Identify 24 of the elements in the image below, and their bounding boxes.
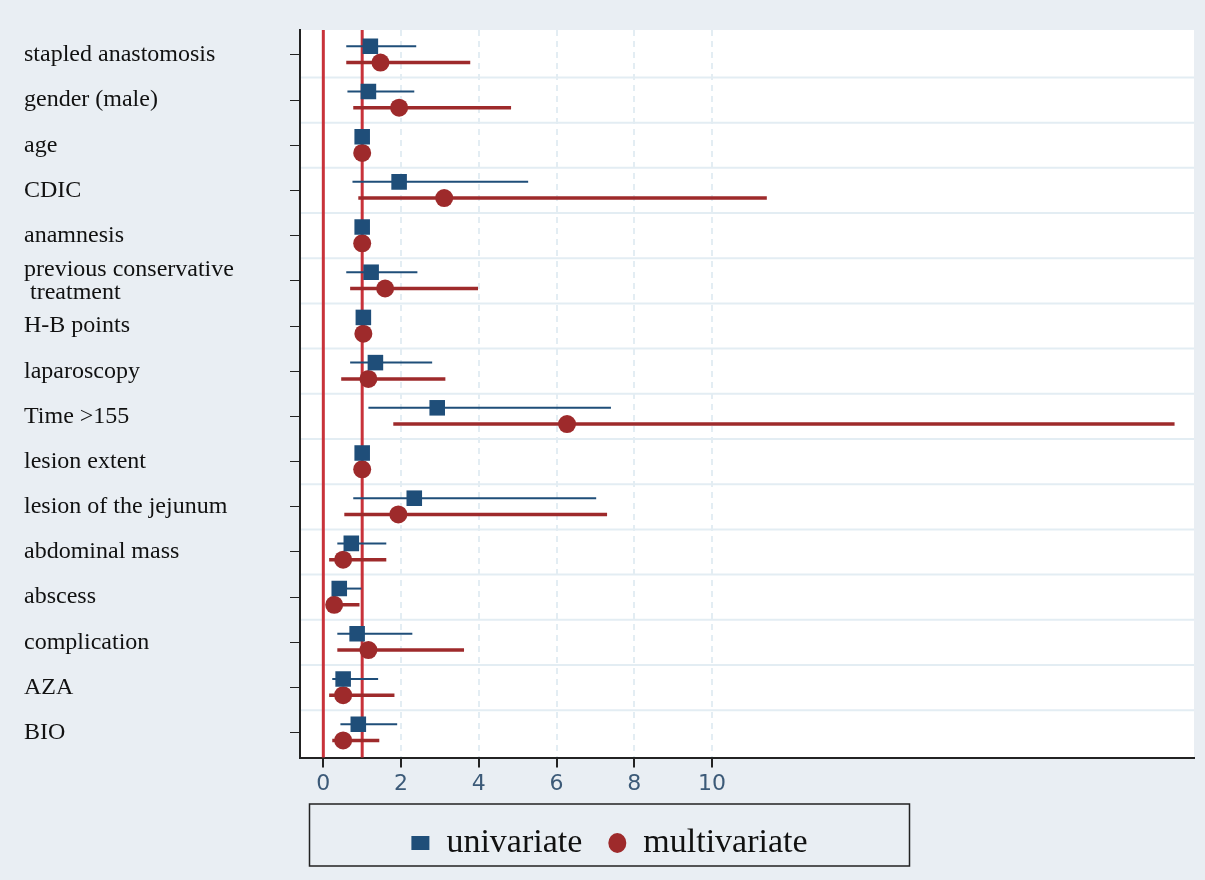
x-tick-label: 0: [316, 769, 331, 795]
y-tick-label: lesion of the jejunum: [24, 492, 228, 519]
y-tick-label: BIO: [24, 718, 66, 745]
y-tick-label: CDIC: [24, 175, 82, 202]
x-tick-label: 8: [627, 769, 642, 795]
y-tick-label: lesion extent: [24, 446, 147, 473]
x-tick-label: 6: [549, 769, 564, 795]
legend-label: univariate: [446, 821, 583, 859]
y-tick-label: gender (male): [24, 85, 158, 112]
y-tick-label: abscess: [24, 582, 96, 609]
y-tick-label: complication: [24, 627, 150, 654]
y-tick-label: age: [24, 130, 58, 157]
y-tick-label: H-B points: [24, 311, 131, 338]
y-tick-label: laparoscopy: [24, 356, 140, 383]
y-tick-label: Time >155: [24, 401, 130, 428]
x-tick-label: 4: [471, 769, 486, 795]
y-tick-label: abdominal mass: [24, 537, 180, 564]
y-tick-label: AZA: [24, 672, 74, 699]
legend-label: multivariate: [643, 821, 808, 859]
y-tick-label: stapled anastomosis: [24, 40, 216, 67]
y-tick-label: anamnesis: [24, 220, 124, 247]
y-tick-label: previous conservative treatment: [24, 254, 234, 304]
x-tick-label: 10: [698, 769, 727, 795]
x-tick-label: 2: [394, 769, 409, 795]
